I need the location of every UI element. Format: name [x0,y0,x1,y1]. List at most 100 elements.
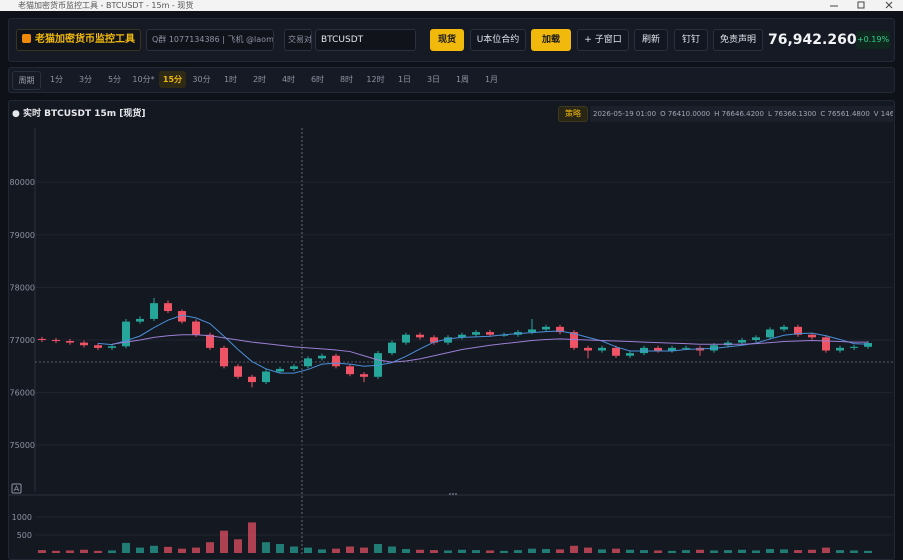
period-button[interactable]: 10分* [132,75,155,84]
info-item: O 76410.0000 [660,110,711,118]
volume-bar [150,545,158,553]
candle-body [178,311,186,322]
candle-body [668,347,676,351]
candle-body [682,347,690,349]
volume-bar [486,550,494,553]
period-button[interactable]: 30分 [192,75,211,84]
candle-body [38,338,46,340]
volume-bar [388,546,396,553]
window-controls[interactable] [820,0,903,11]
toolbar-button[interactable]: 加载 [531,29,571,51]
volume-bar [500,550,508,553]
candle-body [584,347,592,351]
candle-body [486,332,494,335]
period-button[interactable]: 5分 [107,75,122,84]
toolbar-button[interactable]: 刷新 [634,29,668,51]
volume-bar [640,550,648,553]
period-button[interactable]: 1周 [455,75,470,84]
auto-scale-icon[interactable] [11,483,22,494]
period-button: 周期 [12,71,41,90]
period-button[interactable]: 1分 [49,75,64,84]
auto-scale-glyph [13,485,20,492]
volume-bar [164,546,172,553]
candle-body [402,334,410,343]
period-button[interactable]: 12时 [366,75,385,84]
volume-bar [850,550,858,553]
candle-body [780,326,788,330]
candle-body [472,332,480,335]
volume-bar [206,542,214,553]
volume-bar [864,550,872,553]
volume-bar [346,546,354,553]
volume-bar [472,550,480,553]
volume-bar [556,549,564,553]
period-button[interactable]: 4时 [281,75,296,84]
volume-bar [598,549,606,553]
volume-bar [178,548,186,553]
volume-bar [696,549,704,553]
volume-bar [570,545,578,553]
period-button[interactable]: 3分 [78,75,93,84]
volume-bar [766,549,774,553]
candle-body [192,321,200,335]
period-button[interactable]: 15分 [159,71,186,88]
toolbar-button[interactable]: U本位合约 [470,29,526,51]
period-button[interactable]: 2时 [252,75,267,84]
candle-body [822,337,830,351]
volume-bar [276,544,284,553]
candle-body [570,332,578,348]
strategy-button[interactable]: 策略 [558,106,588,122]
maximize[interactable] [857,1,865,9]
close[interactable] [885,1,893,9]
period-button[interactable]: 8时 [339,75,354,84]
period-button[interactable]: 1月 [484,75,499,84]
candle-body [220,347,228,367]
candle-body [122,321,130,347]
volume-bar [416,549,424,553]
volume-bar [444,550,452,553]
volume-bar [108,550,116,553]
candle-body [234,366,242,377]
candle-body [108,346,116,348]
toolbar-button[interactable]: + 子窗口 [577,29,629,51]
volume-bar [682,550,690,553]
volume-bar [612,548,620,553]
volume-bar [66,550,74,553]
candle-body [416,334,424,338]
pair-label: 交易对 [284,29,312,51]
candle-body [850,346,858,348]
candle-body [262,371,270,383]
volume-bar [234,539,242,553]
volume-bar [514,550,522,553]
period-button[interactable]: 1日 [397,75,412,84]
price: 76,942.2600 [768,32,867,48]
volume-bar [38,550,46,553]
candle-body [598,347,606,351]
volume-bar [262,542,270,553]
volume-bar [542,549,550,553]
toolbar-button[interactable]: 钉钉 [674,29,708,51]
period-button[interactable]: 6时 [310,75,325,84]
volume-bar [332,548,340,553]
chart-title: 实时 BTCUSDT 15m [现货] [23,109,146,119]
toolbar-button[interactable]: 现货 [430,29,464,51]
period-button[interactable]: 1时 [223,75,238,84]
y-tick-label: 78000 [10,283,35,292]
candle-body [528,329,536,333]
candle-body [206,334,214,348]
candle-body [164,303,172,312]
logo: 老猫加密货币监控工具 [16,29,141,51]
toolbar-button[interactable]: 免责声明 [713,29,763,51]
candle-body [710,345,718,351]
volume-bar [402,549,410,553]
volume-bar [626,549,634,553]
volume-bar [654,550,662,553]
candle-body [360,374,368,377]
period-list: 周期 1分 3分 5分 10分* 15分 30分 1时 2时 4时 6时 8时 12时 1日 3日 1周 1月 [12,71,505,90]
pair-input[interactable]: BTCUSDT [315,29,416,51]
period-bar [8,67,895,93]
volume-bar [122,542,130,553]
period-button[interactable]: 3日 [426,75,441,84]
volume-tick-label: 500 [17,531,32,540]
